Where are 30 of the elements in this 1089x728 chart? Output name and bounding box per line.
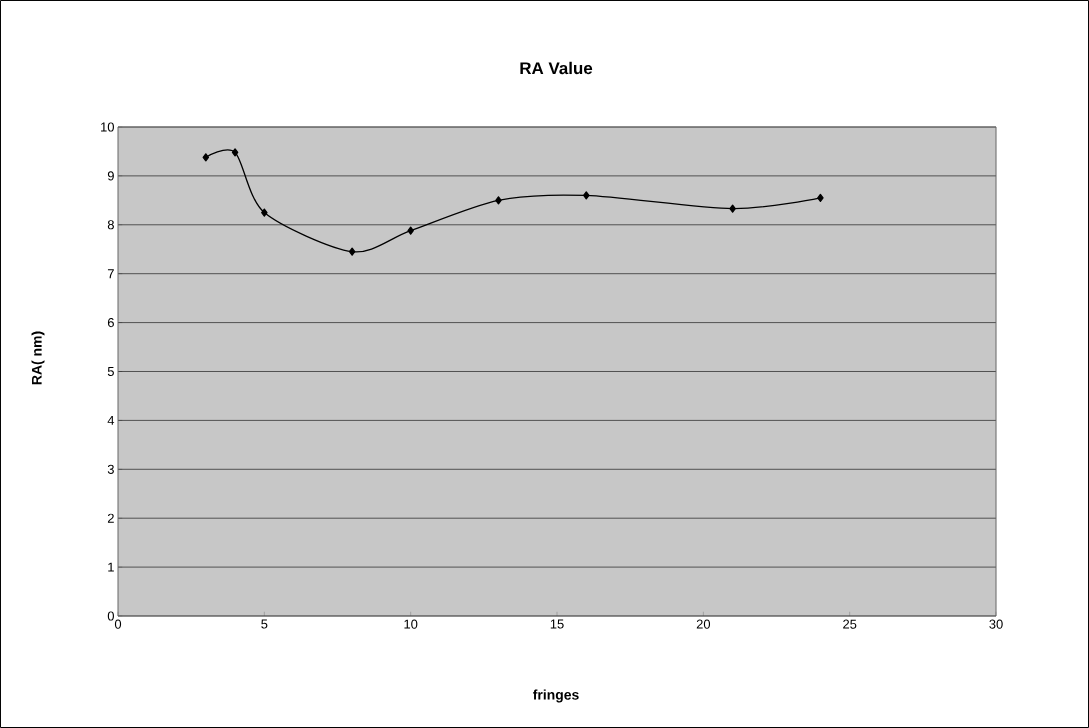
point <box>231 148 239 157</box>
y-tick-label: 6 <box>107 318 114 328</box>
x-axis-title: fringes <box>532 689 579 703</box>
y-tick-label: 0 <box>107 611 114 621</box>
point <box>729 204 736 213</box>
point <box>261 208 268 217</box>
x-tick-label: 10 <box>404 619 418 629</box>
y-tick-label: 3 <box>107 464 114 474</box>
x-tick-label: 5 <box>261 619 268 629</box>
point <box>407 226 414 235</box>
x-tick-label: 25 <box>843 619 857 629</box>
point <box>348 247 356 256</box>
point <box>202 153 210 162</box>
point <box>495 196 502 205</box>
y-tick-label: 4 <box>107 415 115 425</box>
y-tick-label: 1 <box>108 562 114 572</box>
chart-title: RA Value <box>520 61 593 75</box>
y-tick-label: 5 <box>107 366 114 377</box>
y-tick-label: 2 <box>107 513 114 523</box>
x-tick-label: 0 <box>114 619 122 629</box>
point <box>583 191 590 200</box>
x-tick-label: 15 <box>550 619 564 629</box>
x-tick-label: 30 <box>989 619 1003 629</box>
y-tick-label: 9 <box>107 171 114 181</box>
y-axis-title: RA( nm) <box>31 331 45 385</box>
y-tick-label: 10 <box>101 122 114 132</box>
y-tick-label: 7 <box>107 269 114 279</box>
x-tick-label: 20 <box>696 619 711 629</box>
point <box>817 193 824 203</box>
y-tick-label: 8 <box>107 220 114 230</box>
